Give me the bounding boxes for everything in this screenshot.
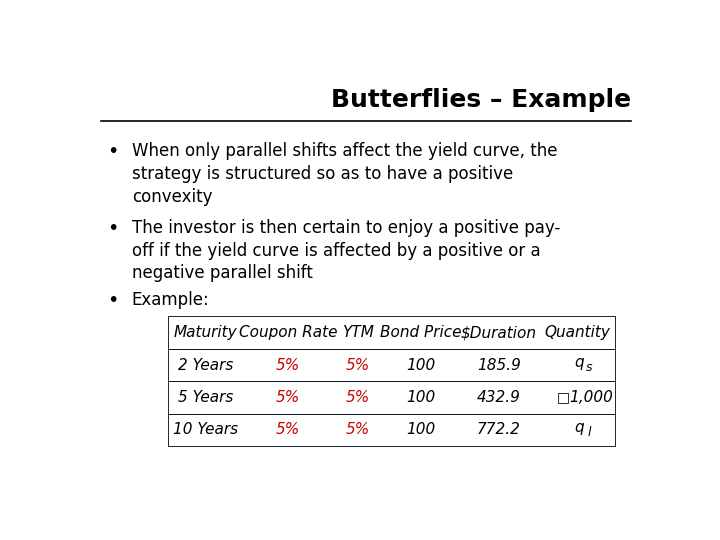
- Text: 772.2: 772.2: [477, 422, 521, 437]
- Text: $q$: $q$: [574, 421, 585, 437]
- Text: •: •: [107, 292, 118, 310]
- Text: 100: 100: [406, 357, 435, 373]
- Text: 100: 100: [406, 390, 435, 405]
- Text: □: □: [557, 390, 570, 404]
- Bar: [168, 381, 615, 414]
- Text: 5%: 5%: [346, 390, 370, 405]
- Text: 5%: 5%: [276, 390, 300, 405]
- Text: 432.9: 432.9: [477, 390, 521, 405]
- Bar: [168, 349, 615, 381]
- Text: 5%: 5%: [346, 357, 370, 373]
- Text: s: s: [586, 361, 593, 374]
- Bar: [168, 316, 615, 349]
- Text: 100: 100: [406, 422, 435, 437]
- Text: The investor is then certain to enjoy a positive pay-
off if the yield curve is : The investor is then certain to enjoy a …: [132, 219, 560, 282]
- Bar: [168, 414, 615, 446]
- Text: Bond Price: Bond Price: [380, 325, 462, 340]
- Text: YTM: YTM: [342, 325, 374, 340]
- Text: •: •: [107, 219, 118, 238]
- Text: 1,000: 1,000: [569, 390, 613, 405]
- Text: Maturity: Maturity: [174, 325, 238, 340]
- Text: 5%: 5%: [346, 422, 370, 437]
- Text: •: •: [107, 141, 118, 161]
- Text: 5 Years: 5 Years: [178, 390, 233, 405]
- Text: 5%: 5%: [276, 422, 300, 437]
- Text: 185.9: 185.9: [477, 357, 521, 373]
- Text: $Duration: $Duration: [461, 325, 536, 340]
- Text: $q$: $q$: [574, 356, 585, 372]
- Text: 5%: 5%: [276, 357, 300, 373]
- Text: When only parallel shifts affect the yield curve, the
strategy is structured so : When only parallel shifts affect the yie…: [132, 141, 557, 206]
- Text: 10 Years: 10 Years: [174, 422, 238, 437]
- Text: Example:: Example:: [132, 292, 210, 309]
- Text: Coupon Rate: Coupon Rate: [239, 325, 338, 340]
- Text: Butterflies – Example: Butterflies – Example: [331, 87, 631, 112]
- Text: Quantity: Quantity: [544, 325, 610, 340]
- Text: l: l: [588, 426, 591, 439]
- Text: 2 Years: 2 Years: [178, 357, 233, 373]
